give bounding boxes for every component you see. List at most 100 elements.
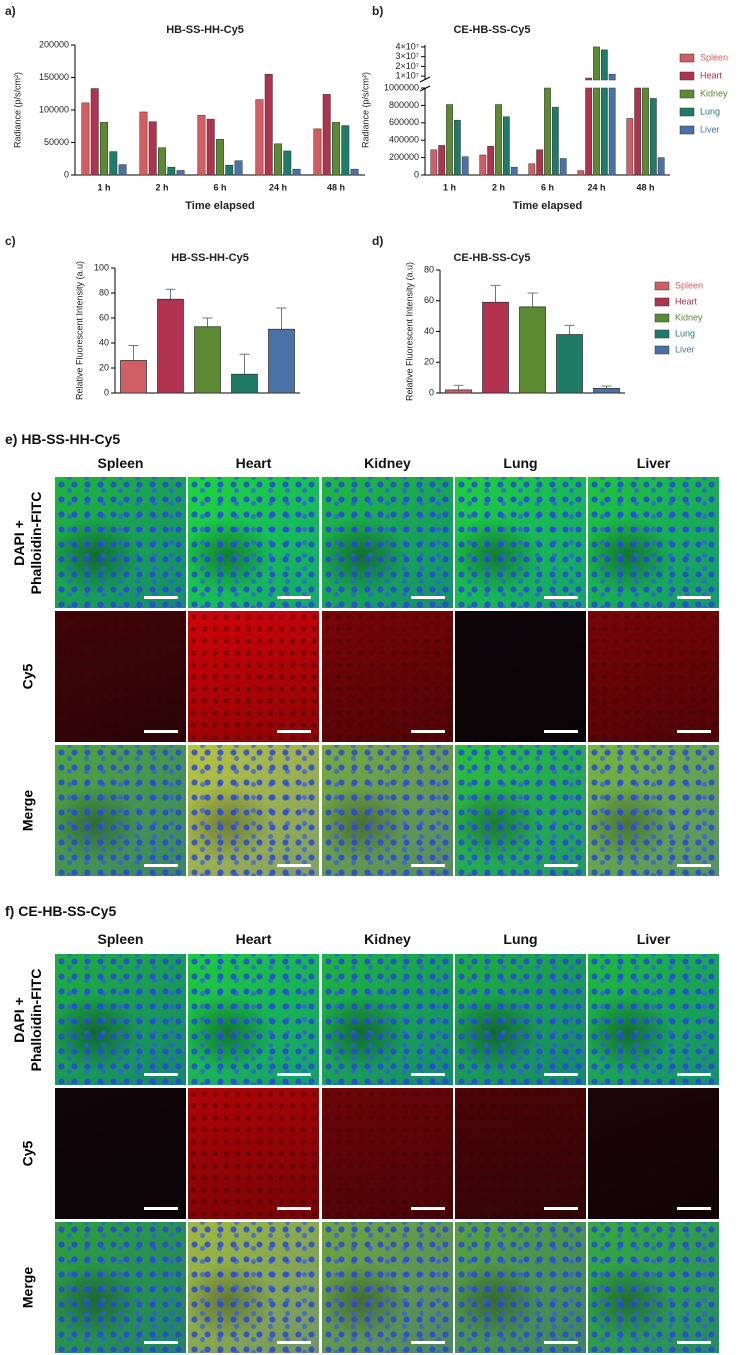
x-tick-label: 2 h <box>155 182 168 192</box>
bar <box>255 99 264 176</box>
row-label-line: Phalloidin-FITC <box>28 491 44 594</box>
row-label-line: Cy5 <box>19 663 36 690</box>
y-tick-label: 2×10⁷ <box>395 61 419 71</box>
row-label: Cy5 <box>20 1084 37 1224</box>
bar <box>430 149 438 176</box>
micrograph <box>322 1222 453 1353</box>
row-label-line: Phalloidin-FITC <box>28 968 44 1071</box>
scale-bar <box>411 864 445 867</box>
panel-title: f) CE-HB-SS-Cy5 <box>5 903 117 919</box>
legend-label: Kidney <box>675 312 703 322</box>
column-header: Spleen <box>97 931 144 947</box>
micrograph <box>55 1222 186 1353</box>
micrograph <box>455 745 586 876</box>
column-header: Kidney <box>364 931 411 947</box>
scale-bar <box>277 1073 311 1076</box>
bar <box>120 360 147 394</box>
y-tick-label: 0 <box>104 387 109 397</box>
micrograph <box>188 1222 319 1353</box>
legend-swatch <box>679 71 695 81</box>
micrograph <box>588 954 719 1085</box>
axis-break <box>419 85 431 92</box>
micrograph <box>55 477 186 608</box>
legend-label: Lung <box>675 328 695 338</box>
bar <box>593 387 620 394</box>
y-tick-label: 0 <box>429 387 434 397</box>
panel-label: b) <box>372 4 383 18</box>
scale-bar <box>144 1341 178 1344</box>
x-tick-label: 48 h <box>636 182 654 192</box>
bar-upper <box>585 77 593 81</box>
row-label: Merge <box>20 741 37 881</box>
bar <box>148 121 157 176</box>
x-tick-label: 6 h <box>213 182 226 192</box>
micrograph <box>322 477 453 608</box>
micrograph <box>588 1088 719 1219</box>
bar <box>593 87 600 176</box>
y-tick-label: 40 <box>99 337 109 347</box>
scale-bar <box>277 1207 311 1210</box>
bar <box>479 154 487 176</box>
bar <box>438 145 446 176</box>
chart-title: HB-SS-HH-Cy5 <box>166 24 244 36</box>
bar <box>608 87 616 176</box>
bar-upper <box>608 73 616 81</box>
legend-label: Spleen <box>700 52 728 62</box>
y-tick-label: 0 <box>414 169 419 179</box>
legend-label: Liver <box>700 124 720 134</box>
scale-bar <box>544 1073 578 1076</box>
y-tick-label: 0 <box>64 169 69 179</box>
micrograph <box>55 954 186 1085</box>
micrograph <box>322 954 453 1085</box>
bar <box>350 168 359 176</box>
scale-bar <box>144 1207 178 1210</box>
bar <box>231 373 258 394</box>
legend-label: Heart <box>700 70 723 80</box>
legend-label: Lung <box>700 106 720 116</box>
bar <box>157 298 184 394</box>
row-label-line: Merge <box>19 789 36 832</box>
micrograph <box>455 1088 586 1219</box>
micrograph <box>588 477 719 608</box>
micrograph <box>55 611 186 742</box>
bar <box>642 87 649 176</box>
column-header: Spleen <box>97 455 144 471</box>
y-tick-label: 100000 <box>39 104 69 114</box>
bar <box>626 118 634 176</box>
x-axis-label: Time elapsed <box>185 200 255 212</box>
micrograph <box>55 1088 186 1219</box>
y-tick-label: 200000 <box>39 39 69 49</box>
x-tick-label: 2 h <box>492 182 505 192</box>
bar <box>274 143 282 176</box>
axis-break <box>419 76 431 83</box>
bar <box>341 125 350 176</box>
scale-bar <box>411 1207 445 1210</box>
bar <box>657 157 665 176</box>
bar <box>100 122 108 176</box>
bar <box>206 118 215 176</box>
y-tick-label: 3×10⁷ <box>395 51 419 61</box>
bar <box>216 139 224 176</box>
bar <box>194 326 221 394</box>
bar <box>283 150 292 176</box>
bar <box>292 168 301 176</box>
bar <box>139 111 148 176</box>
y-tick-label: 200000 <box>389 152 419 162</box>
scale-bar <box>677 730 711 733</box>
bar <box>446 104 453 176</box>
micrograph <box>188 611 319 742</box>
row-label-line: DAPI + <box>11 519 27 566</box>
y-axis-label: Relative Fluorescent Intensity (a.u) <box>74 261 84 400</box>
y-axis-label: Radiance (p/s/cm²) <box>12 72 22 148</box>
bar <box>600 87 608 176</box>
bar <box>158 147 166 176</box>
bar <box>495 104 502 176</box>
scale-bar <box>411 596 445 599</box>
y-tick-label: 800000 <box>389 100 419 110</box>
scale-bar <box>277 596 311 599</box>
scale-bar <box>544 1207 578 1210</box>
bar <box>225 165 234 176</box>
micrograph <box>188 477 319 608</box>
micrograph <box>322 1088 453 1219</box>
